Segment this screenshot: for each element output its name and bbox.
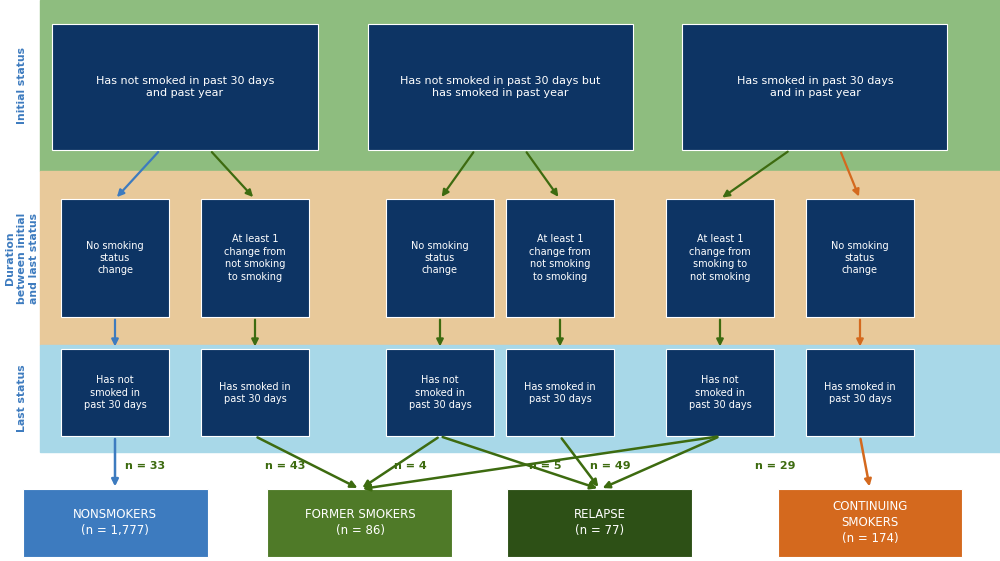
Text: n = 49: n = 49 (590, 461, 630, 471)
FancyBboxPatch shape (386, 349, 494, 436)
Text: Has smoked in
past 30 days: Has smoked in past 30 days (219, 381, 291, 404)
Text: Last status: Last status (17, 365, 27, 432)
Text: RELAPSE
(n = 77): RELAPSE (n = 77) (574, 508, 626, 537)
Text: At least 1
change from
not smoking
to smoking: At least 1 change from not smoking to sm… (224, 234, 286, 282)
Text: Has smoked in
past 30 days: Has smoked in past 30 days (524, 381, 596, 404)
Text: At least 1
change from
not smoking
to smoking: At least 1 change from not smoking to sm… (529, 234, 591, 282)
Text: Has not
smoked in
past 30 days: Has not smoked in past 30 days (689, 375, 751, 410)
FancyBboxPatch shape (682, 24, 947, 150)
Text: Has not
smoked in
past 30 days: Has not smoked in past 30 days (84, 375, 146, 410)
FancyBboxPatch shape (61, 199, 169, 317)
Text: n = 33: n = 33 (125, 461, 165, 471)
FancyBboxPatch shape (61, 349, 169, 436)
Text: n = 5: n = 5 (529, 461, 561, 471)
Bar (40, 0, 1000, 171)
FancyBboxPatch shape (23, 489, 208, 557)
Text: Has not
smoked in
past 30 days: Has not smoked in past 30 days (409, 375, 471, 410)
FancyBboxPatch shape (778, 489, 962, 557)
Bar (40, 171, 1000, 345)
FancyBboxPatch shape (506, 199, 614, 317)
FancyBboxPatch shape (368, 24, 633, 150)
Text: At least 1
change from
smoking to
not smoking: At least 1 change from smoking to not sm… (689, 234, 751, 282)
Text: Has smoked in
past 30 days: Has smoked in past 30 days (824, 381, 896, 404)
FancyBboxPatch shape (52, 24, 318, 150)
Text: Has not smoked in past 30 days but
has smoked in past year: Has not smoked in past 30 days but has s… (400, 76, 600, 98)
Text: NONSMOKERS
(n = 1,777): NONSMOKERS (n = 1,777) (73, 508, 157, 537)
FancyBboxPatch shape (666, 199, 774, 317)
Text: Initial status: Initial status (17, 47, 27, 124)
FancyBboxPatch shape (507, 489, 692, 557)
Text: Has smoked in past 30 days
and in past year: Has smoked in past 30 days and in past y… (737, 76, 893, 98)
FancyBboxPatch shape (267, 489, 452, 557)
Text: No smoking
status
change: No smoking status change (411, 241, 469, 275)
Text: No smoking
status
change: No smoking status change (86, 241, 144, 275)
Text: FORMER SMOKERS
(n = 86): FORMER SMOKERS (n = 86) (305, 508, 415, 537)
Text: n = 4: n = 4 (394, 461, 426, 471)
FancyBboxPatch shape (506, 349, 614, 436)
Text: Has not smoked in past 30 days
and past year: Has not smoked in past 30 days and past … (96, 76, 274, 98)
Text: No smoking
status
change: No smoking status change (831, 241, 889, 275)
FancyBboxPatch shape (806, 199, 914, 317)
FancyBboxPatch shape (386, 199, 494, 317)
FancyBboxPatch shape (201, 199, 309, 317)
Text: n = 29: n = 29 (755, 461, 795, 471)
FancyBboxPatch shape (806, 349, 914, 436)
FancyBboxPatch shape (201, 349, 309, 436)
Bar (40, 345, 1000, 452)
FancyBboxPatch shape (666, 349, 774, 436)
Text: n = 43: n = 43 (265, 461, 305, 471)
Text: Duration
between initial
and last status: Duration between initial and last status (5, 213, 39, 304)
Text: CONTINUING
SMOKERS
(n = 174): CONTINUING SMOKERS (n = 174) (832, 500, 908, 545)
